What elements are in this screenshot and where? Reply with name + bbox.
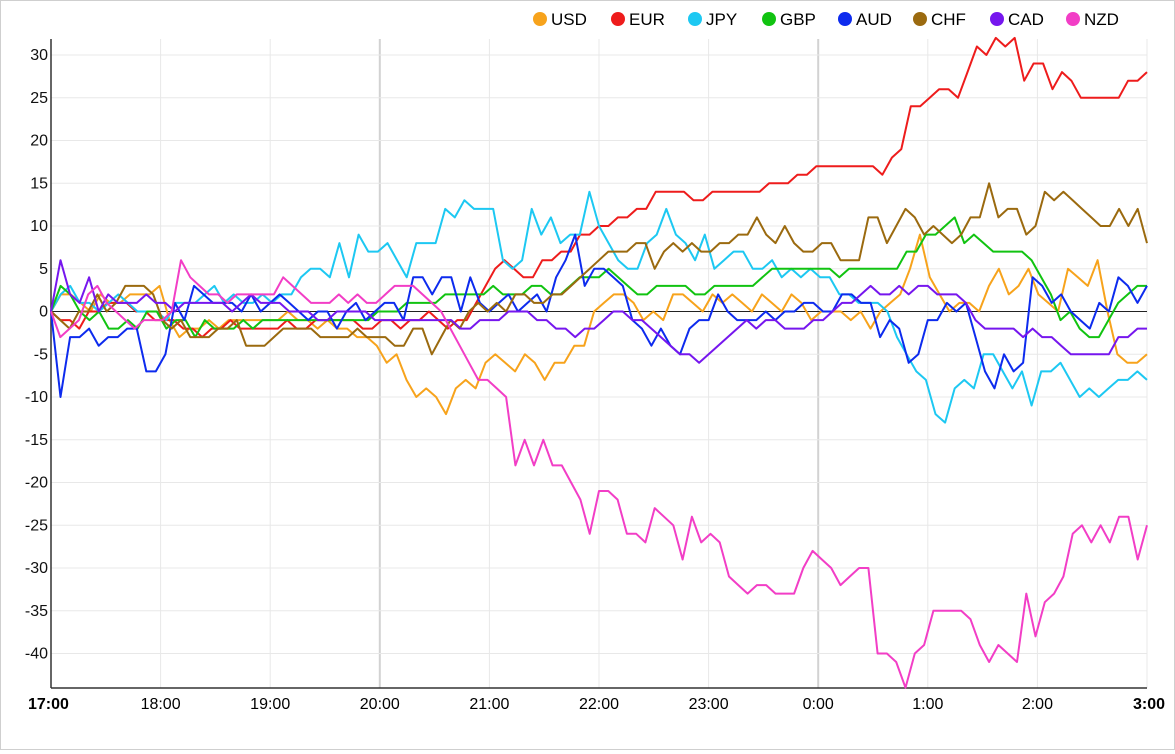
legend-item-jpy[interactable]: JPY — [688, 10, 737, 29]
legend-item-eur[interactable]: EUR — [611, 10, 665, 29]
legend-label: CAD — [1008, 10, 1044, 29]
x-tick-label: 0:00 — [803, 696, 834, 713]
legend-item-nzd[interactable]: NZD — [1066, 10, 1119, 29]
legend: USD EUR JPY GBP AUD CHF CAD NZD — [533, 10, 1119, 29]
legend-item-gbp[interactable]: GBP — [762, 10, 816, 29]
legend-swatch — [990, 12, 1004, 26]
series-line-cad — [50, 259, 1147, 364]
legend-swatch — [762, 12, 776, 26]
y-tick-label: 5 — [39, 261, 48, 278]
x-tick-label: 21:00 — [469, 696, 509, 713]
x-tick-label: 22:00 — [579, 696, 619, 713]
legend-item-aud[interactable]: AUD — [838, 10, 892, 29]
y-tick-label: -10 — [25, 389, 48, 406]
x-grid — [50, 39, 1148, 688]
series-line-usd — [50, 233, 1148, 416]
legend-label: EUR — [629, 10, 665, 29]
y-tick-label: 15 — [30, 175, 48, 192]
y-tick-label: -5 — [34, 346, 48, 363]
y-tick-label: 20 — [30, 133, 48, 150]
x-tick-label: 3:00 — [1133, 696, 1165, 713]
series-line-chf — [50, 182, 1148, 356]
legend-swatch — [1066, 12, 1080, 26]
legend-label: NZD — [1084, 10, 1119, 29]
series-line-nzd — [50, 259, 1148, 689]
x-tick-label: 18:00 — [141, 696, 181, 713]
y-tick-label: 25 — [30, 90, 48, 107]
legend-label: AUD — [856, 10, 892, 29]
y-tick-label: -40 — [25, 646, 48, 663]
y-tick-label: 30 — [30, 47, 48, 64]
series-line-jpy — [50, 190, 1148, 424]
y-tick-label: -20 — [25, 475, 48, 492]
x-axis-labels: 17:00 18:00 19:00 20:00 21:00 22:00 23:00 0:00 1… — [28, 696, 1165, 713]
legend-label: USD — [551, 10, 587, 29]
legend-label: JPY — [706, 10, 737, 29]
y-tick-label: 10 — [30, 218, 48, 235]
y-axis-labels: 30 25 20 15 10 5 0 -5 -10 -15 -20 -25 -30 -35 -40 — [25, 47, 48, 663]
y-tick-label: -15 — [25, 432, 48, 449]
legend-item-cad[interactable]: CAD — [990, 10, 1044, 29]
y-tick-label: -35 — [25, 603, 48, 620]
legend-item-chf[interactable]: CHF — [913, 10, 966, 29]
legend-swatch — [533, 12, 547, 26]
y-tick-label: 0 — [39, 304, 48, 321]
legend-swatch — [611, 12, 625, 26]
series-line-aud — [50, 233, 1148, 398]
x-tick-label: 23:00 — [689, 696, 729, 713]
x-tick-label: 19:00 — [250, 696, 290, 713]
x-tick-label: 1:00 — [912, 696, 943, 713]
series-layer — [50, 36, 1148, 689]
y-tick-label: -25 — [25, 517, 48, 534]
x-tick-label: 20:00 — [360, 696, 400, 713]
x-tick-label: 17:00 — [28, 696, 69, 713]
y-tick-label: -30 — [25, 560, 48, 577]
legend-swatch — [913, 12, 927, 26]
series-line-gbp — [50, 216, 1147, 339]
legend-swatch — [838, 12, 852, 26]
legend-swatch — [688, 12, 702, 26]
legend-label: GBP — [780, 10, 816, 29]
legend-item-usd[interactable]: USD — [533, 10, 587, 29]
x-tick-label: 2:00 — [1022, 696, 1053, 713]
legend-label: CHF — [931, 10, 966, 29]
